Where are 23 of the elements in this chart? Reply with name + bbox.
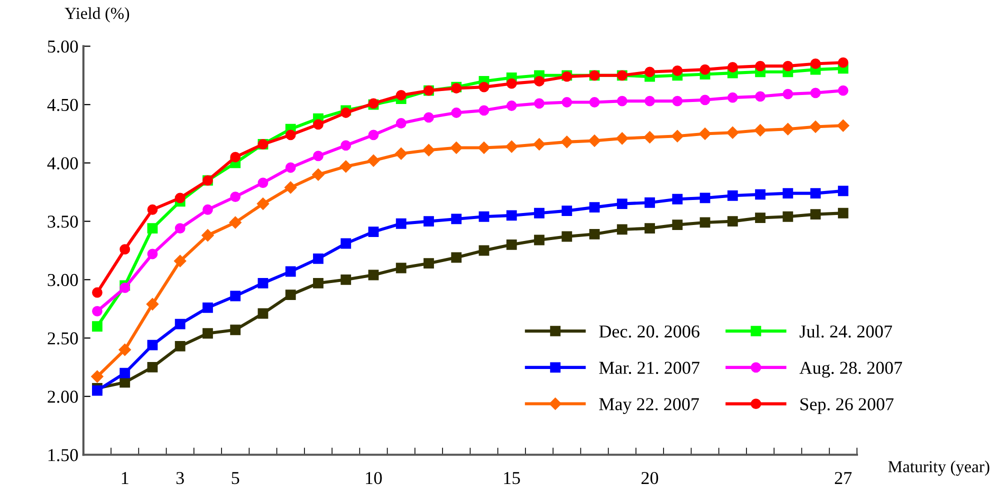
- y-tick-label: 2.00: [48, 390, 78, 403]
- x-tick-label: 15: [504, 472, 520, 484]
- x-axis-title: Maturity (year): [888, 460, 990, 476]
- y-axis-title: Yield (%): [64, 7, 130, 22]
- y-tick-label: 4.50: [47, 98, 78, 112]
- y-tick-label: 2.50: [48, 332, 78, 345]
- x-tick-label: 10: [366, 472, 382, 484]
- y-tick-label: 5.00: [48, 40, 78, 53]
- x-tick-label: 5: [232, 472, 240, 484]
- legend-label: Dec. 20. 2006: [599, 325, 700, 338]
- legend-label: May 22. 2007: [599, 398, 699, 414]
- y-tick-label: 1.50: [48, 449, 78, 462]
- x-tick-label: 3: [176, 472, 184, 484]
- legend-label: Sep. 26 2007: [800, 398, 894, 414]
- legend-label: Mar. 21. 2007: [599, 362, 700, 374]
- x-tick-label: 27: [834, 472, 852, 484]
- x-tick-label: 20: [642, 472, 658, 484]
- y-tick-label: 3.50: [48, 216, 78, 228]
- legend-label: Jul. 24. 2007: [800, 324, 892, 338]
- y-tick-label: 3.00: [48, 274, 78, 286]
- legend-label: Aug. 28. 2007: [799, 362, 902, 378]
- x-tick-label: 1: [122, 472, 128, 484]
- y-tick-label: 4.00: [47, 157, 78, 170]
